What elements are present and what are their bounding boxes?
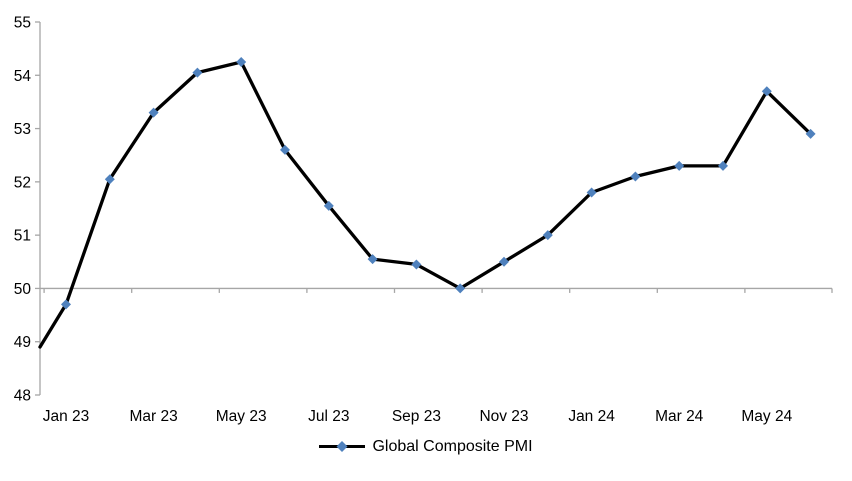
data-point-marker [455, 283, 466, 294]
data-point-marker [718, 160, 728, 171]
x-axis-tick-label: May 24 [741, 408, 792, 425]
x-axis-tick-label: Mar 23 [129, 408, 177, 425]
legend: Global Composite PMI [0, 438, 852, 456]
y-axis-tick-label: 51 [14, 228, 31, 245]
data-point-marker [104, 174, 115, 185]
x-axis-tick-label: Jan 23 [43, 408, 90, 425]
legend-line-marker-icon [319, 441, 366, 453]
data-point-marker [761, 86, 772, 97]
data-point-marker [192, 67, 203, 78]
data-point-marker [148, 107, 159, 118]
x-axis-tick-label: Jul 23 [308, 408, 349, 425]
y-axis-tick-label: 50 [14, 281, 32, 298]
data-point-marker [499, 256, 509, 267]
data-point-marker [805, 128, 816, 139]
x-axis-tick-label: Sep 23 [392, 408, 441, 425]
data-point-marker [61, 299, 71, 310]
x-axis-tick-label: Nov 23 [479, 408, 528, 425]
data-point-marker [280, 144, 290, 155]
data-point-marker [674, 160, 685, 171]
data-point-marker [586, 187, 597, 198]
data-point-marker [411, 259, 422, 270]
pmi-line [38, 60, 813, 349]
data-point-marker [367, 254, 378, 265]
data-point-marker [323, 200, 334, 211]
y-axis-tick-label: 55 [14, 15, 31, 32]
data-point-marker [630, 171, 641, 182]
y-axis-tick-label: 48 [14, 388, 31, 405]
x-axis-tick-label: May 23 [216, 408, 267, 425]
y-axis-tick-label: 52 [14, 174, 31, 191]
y-axis-tick-label: 49 [14, 334, 31, 351]
x-axis-tick-label: Mar 24 [655, 408, 704, 425]
y-axis-tick-label: 53 [14, 121, 31, 138]
x-axis-tick-label: Jan 24 [568, 408, 615, 425]
data-point-marker [236, 56, 247, 67]
legend-label: Global Composite PMI [372, 438, 533, 455]
data-point-marker [542, 230, 553, 241]
y-axis-tick-label: 54 [14, 68, 32, 85]
